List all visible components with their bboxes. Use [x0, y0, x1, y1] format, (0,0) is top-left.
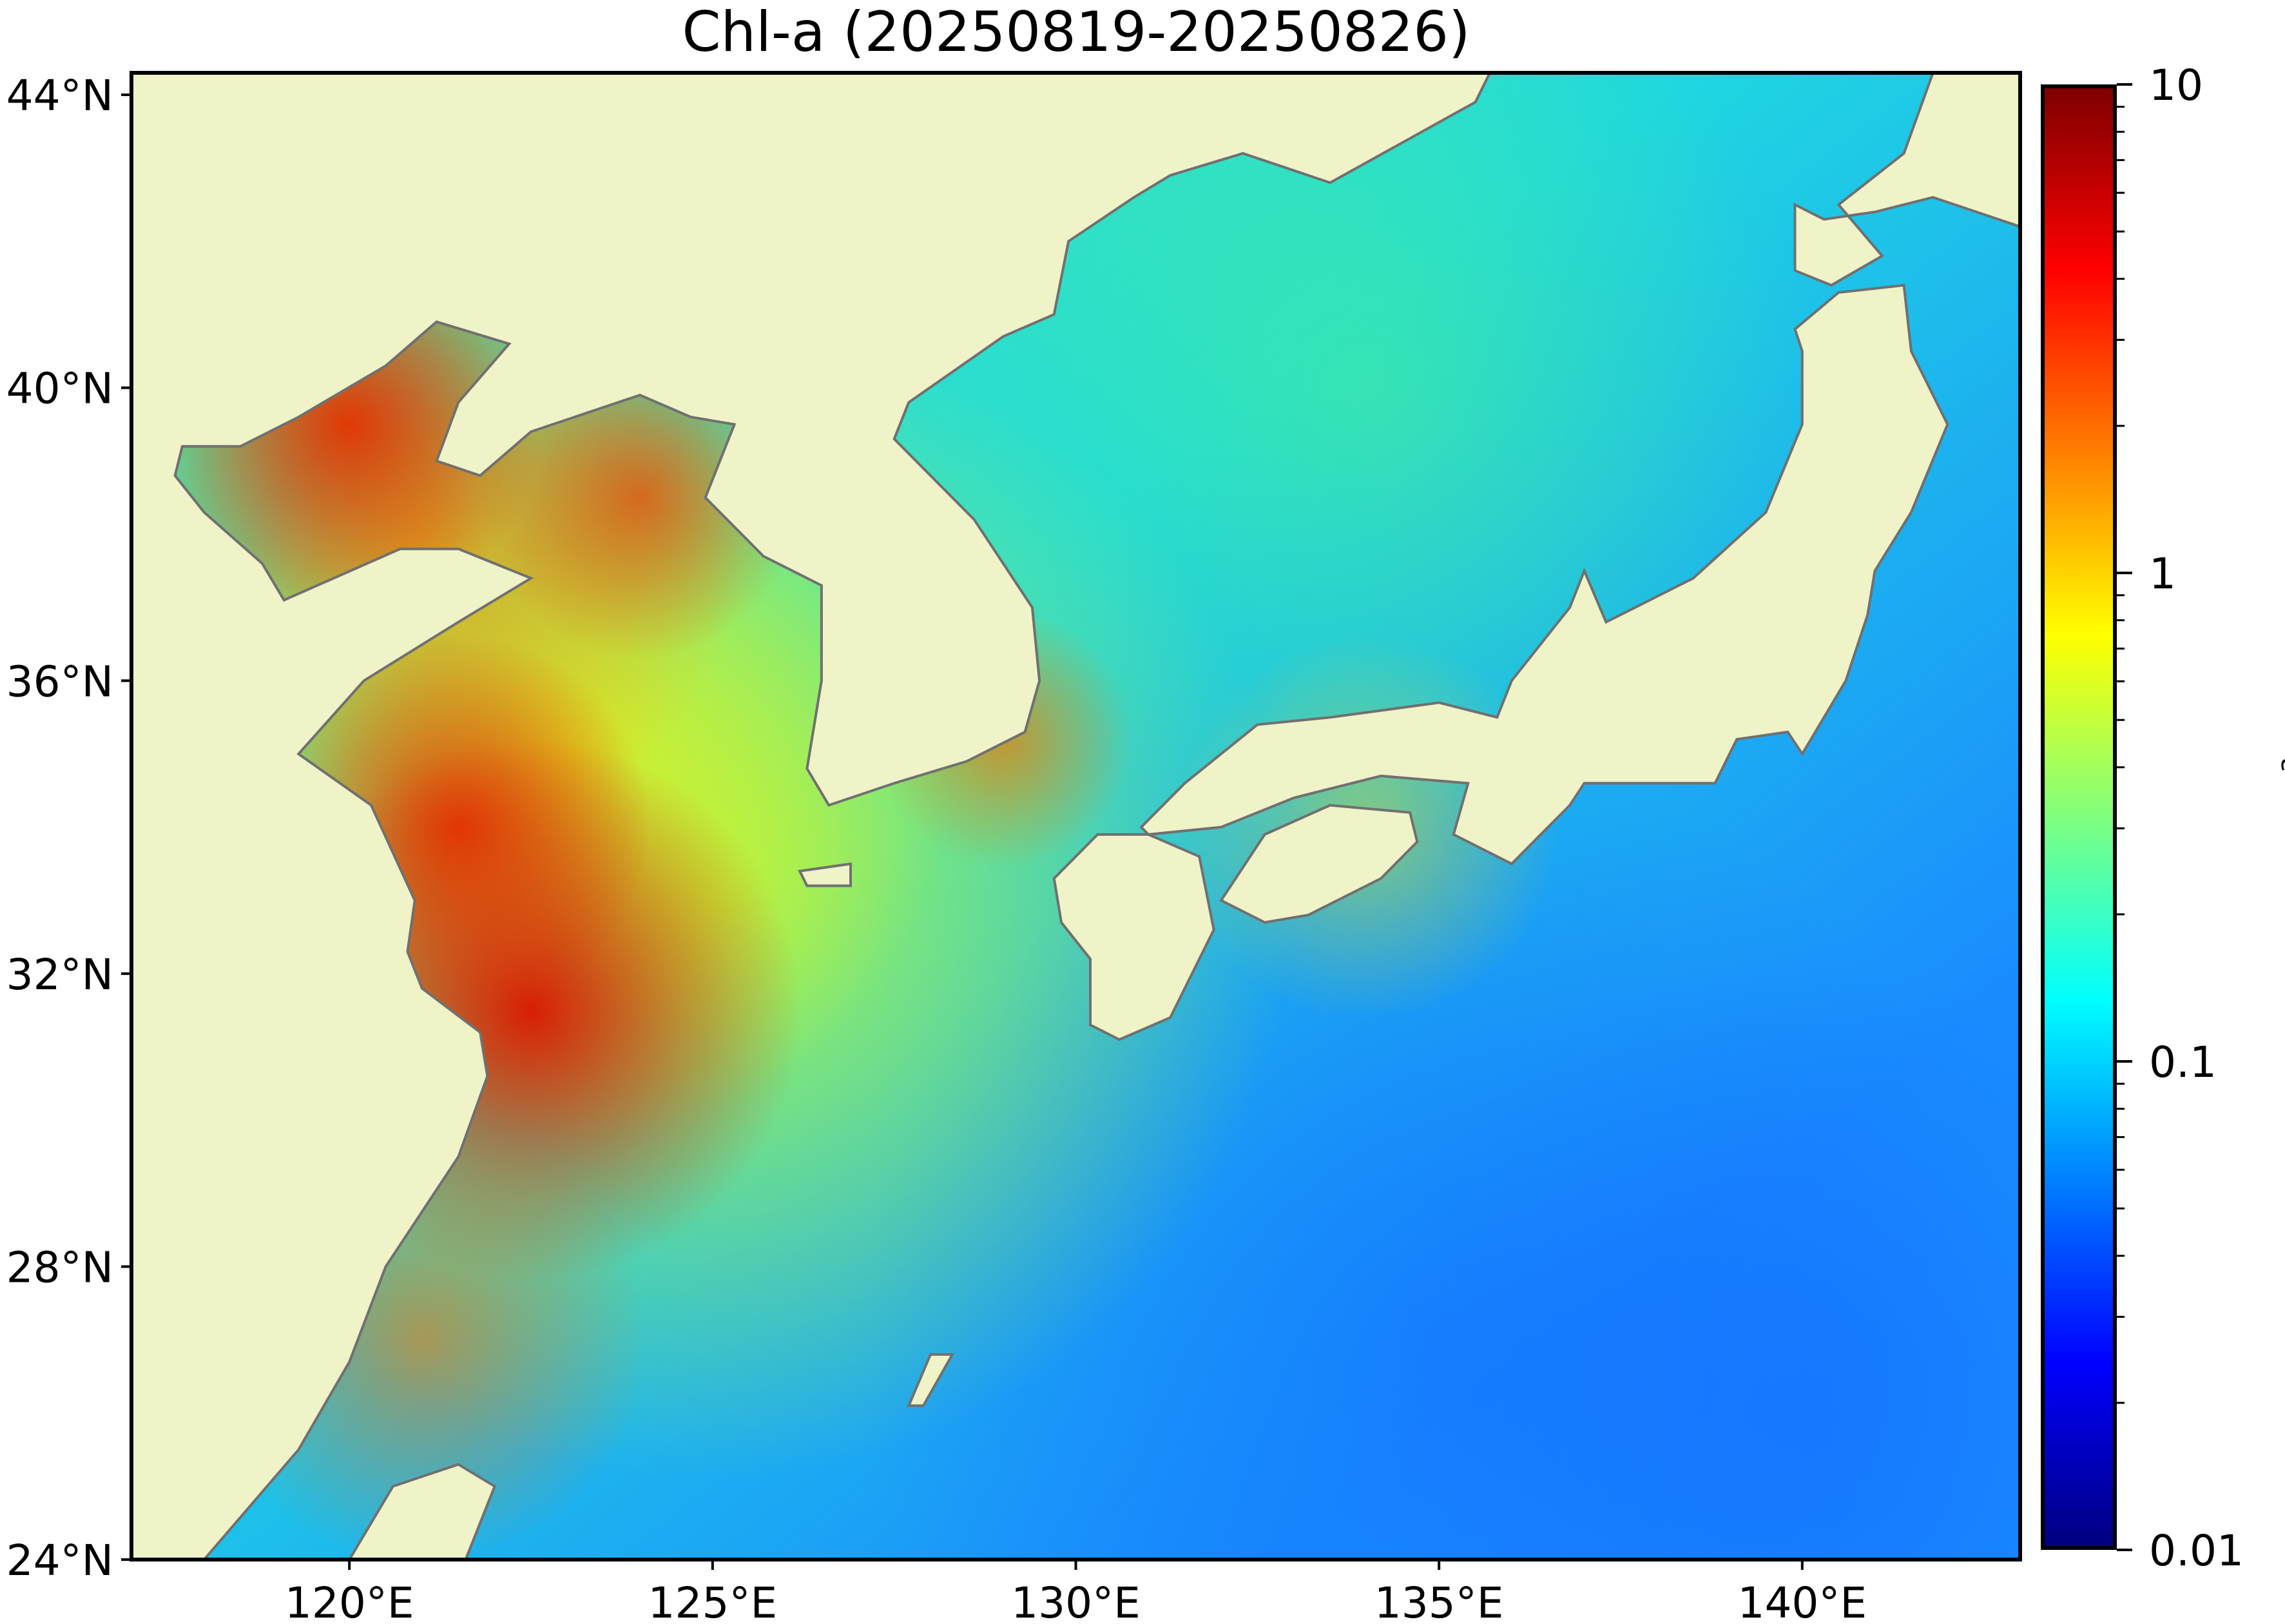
- land-mainland: [130, 72, 1492, 1561]
- x-tick-label: 125°E: [648, 1578, 778, 1624]
- x-tick-label: 120°E: [285, 1578, 414, 1624]
- land-layer: [130, 72, 2021, 1561]
- land-okinawa: [907, 1353, 955, 1407]
- colorbar-tick-label: 1: [2149, 549, 2176, 599]
- x-tick-label: 140°E: [1737, 1578, 1867, 1624]
- y-tick-label: 36°N: [6, 657, 113, 706]
- axes: 120°E 125°E 130°E 135°E 140°E 44°N 40°N 36°N 32°…: [6, 61, 2244, 1624]
- y-tick-label: 28°N: [6, 1242, 113, 1292]
- colorbar-tick-label: 10: [2149, 61, 2203, 110]
- colorbar-tick-label: 0.1: [2149, 1038, 2217, 1087]
- colorbar-tick-label: 0.01: [2149, 1526, 2244, 1576]
- y-tick-label: 32°N: [6, 950, 113, 1000]
- y-tick-label: 24°N: [6, 1536, 113, 1585]
- land-kyushu: [1052, 833, 1215, 1041]
- land-jeju: [798, 862, 852, 887]
- land-honshu: [1139, 284, 1949, 865]
- x-tick-label: 130°E: [1011, 1578, 1141, 1624]
- land-shikoku: [1219, 804, 1419, 924]
- land-taiwan: [347, 1463, 497, 1561]
- x-tick-label: 135°E: [1374, 1578, 1504, 1624]
- colorbar-label: mg/m3: [2277, 758, 2285, 887]
- y-tick-label: 40°N: [6, 364, 113, 414]
- land-hokkaido: [1793, 72, 2021, 287]
- colorbar: [2041, 84, 2117, 1550]
- y-tick-label: 44°N: [6, 71, 113, 121]
- chart-title: Chl-a (20250819-20250826): [682, 0, 1470, 64]
